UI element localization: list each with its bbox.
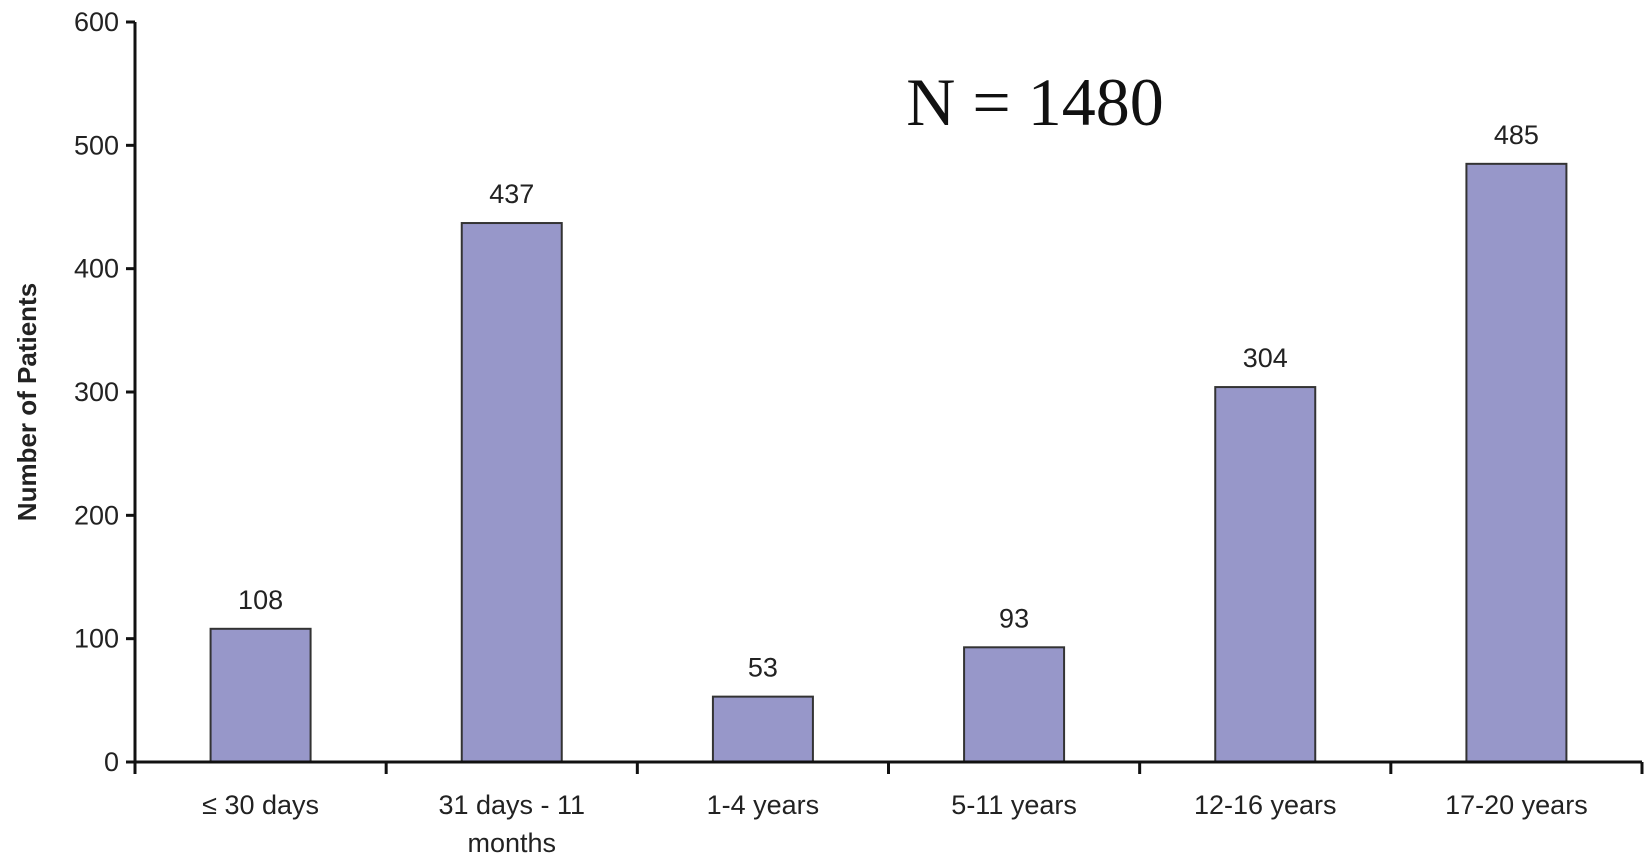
x-category-label: 12-16 years (1194, 790, 1337, 820)
bar (1465, 162, 1568, 764)
y-tick-label: 300 (74, 377, 119, 407)
y-tick-label: 500 (74, 130, 119, 160)
bars-layer (209, 162, 1568, 764)
data-label: 485 (1494, 120, 1539, 150)
y-tick-label: 0 (104, 747, 119, 777)
y-tick-label: 200 (74, 500, 119, 530)
bar (963, 646, 1066, 763)
x-category-label: 5-11 years (951, 790, 1077, 820)
x-category-label: ≤ 30 days (202, 790, 319, 820)
x-ticks-layer: ≤ 30 days 31 days - 11 months 1-4 years 5-11… (133, 762, 1644, 858)
bar (1214, 386, 1317, 763)
data-label: 108 (238, 585, 283, 615)
y-tick-label: 100 (74, 624, 119, 654)
y-ticks-layer: 0 100 200 300 400 500 600 (74, 7, 135, 777)
data-label: 437 (489, 179, 534, 209)
x-category-label: 1-4 years (707, 790, 820, 820)
axes-layer (133, 22, 1642, 764)
data-labels-layer: 108 437 53 93 304 485 (238, 120, 1539, 683)
x-category-label: 17-20 years (1445, 790, 1588, 820)
x-category-label: 31 days - 11 months (438, 790, 585, 858)
y-tick-label: 600 (74, 7, 119, 37)
bar (460, 222, 563, 764)
data-label: 93 (999, 603, 1029, 633)
y-axis-title: Number of Patients (12, 283, 42, 521)
data-label: 304 (1243, 343, 1288, 373)
sample-size-annotation: N = 1480 (906, 64, 1163, 140)
y-tick-label: 400 (74, 254, 119, 284)
bar (711, 695, 814, 764)
bar (209, 627, 312, 763)
data-label: 53 (748, 653, 778, 683)
